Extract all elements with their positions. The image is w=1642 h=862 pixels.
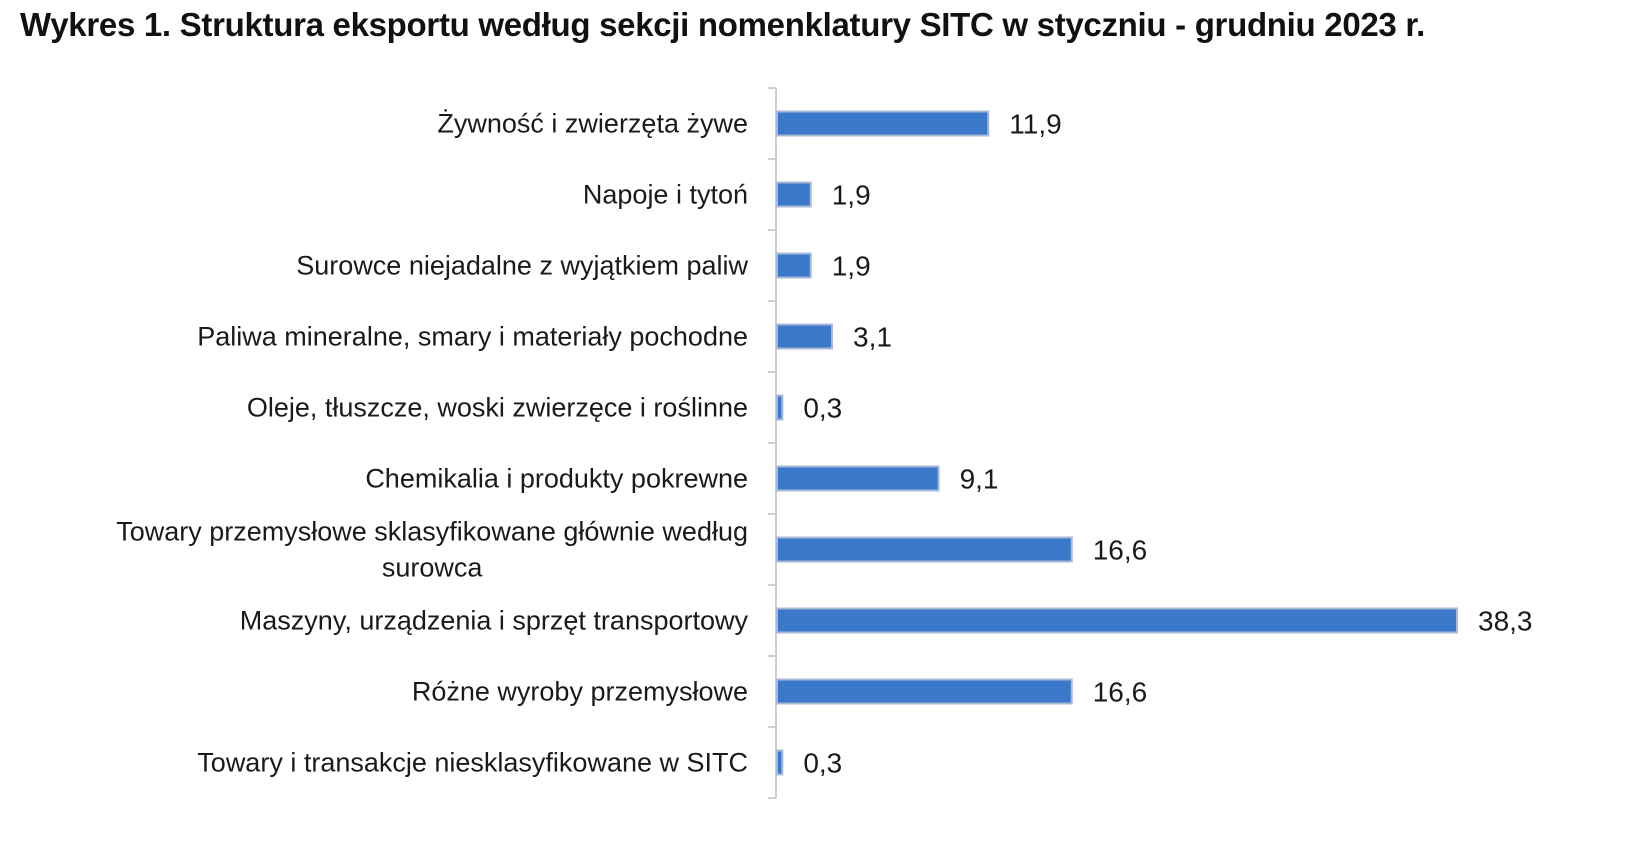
category-label: Żywność i zwierzęta żywe xyxy=(437,108,748,139)
category-label-line: Różne wyroby przemysłowe xyxy=(412,677,748,707)
data-label: 0,3 xyxy=(803,748,842,779)
category-label: Różne wyroby przemysłowe xyxy=(412,677,748,707)
bar xyxy=(776,394,784,421)
category-label-line: Towary i transakcje niesklasyfikowane w … xyxy=(197,748,748,778)
category-label: Paliwa mineralne, smary i materiały poch… xyxy=(197,322,748,352)
data-label: 16,6 xyxy=(1093,677,1148,708)
category-label-line: surowca xyxy=(382,553,484,583)
axis-layer xyxy=(768,87,777,799)
bars-layer xyxy=(776,110,1458,776)
category-label-line: Chemikalia i produkty pokrewne xyxy=(365,464,748,494)
data-label: 1,9 xyxy=(832,251,871,282)
chart-title: Wykres 1. Struktura eksportu według sekc… xyxy=(20,6,1425,43)
category-label: Towary i transakcje niesklasyfikowane w … xyxy=(197,748,748,778)
data-label: 38,3 xyxy=(1478,606,1533,637)
bar xyxy=(776,678,1073,705)
data-label: 16,6 xyxy=(1093,535,1148,566)
data-label: 1,9 xyxy=(832,180,871,211)
category-label-line: Oleje, tłuszcze, woski zwierzęce i rośli… xyxy=(247,393,748,423)
category-label: Towary przemysłowe sklasyfikowane główni… xyxy=(116,517,748,583)
category-label-line: Napoje i tytoń xyxy=(583,180,748,210)
bar xyxy=(776,252,812,279)
labels-layer: 11,9 Żywność i zwierzęta żywe 1,9 Napoje i … xyxy=(116,108,1532,779)
bar xyxy=(776,607,1458,634)
category-label-line: Żywność i zwierzęta żywe xyxy=(437,108,748,139)
category-label: Chemikalia i produkty pokrewne xyxy=(365,464,748,494)
bar xyxy=(776,465,940,492)
category-label-line: Surowce niejadalne z wyjątkiem paliw xyxy=(296,251,748,281)
bar xyxy=(776,536,1073,563)
category-label-line: Paliwa mineralne, smary i materiały poch… xyxy=(197,322,748,352)
category-label: Maszyny, urządzenia i sprzęt transportow… xyxy=(240,606,749,636)
category-label-line: Towary przemysłowe sklasyfikowane główni… xyxy=(116,517,748,547)
bar xyxy=(776,110,990,137)
bar xyxy=(776,323,834,350)
data-label: 11,9 xyxy=(1009,109,1061,140)
data-label: 0,3 xyxy=(803,393,842,424)
category-label-line: Maszyny, urządzenia i sprzęt transportow… xyxy=(240,606,749,636)
data-label: 9,1 xyxy=(960,464,999,495)
category-label: Oleje, tłuszcze, woski zwierzęce i rośli… xyxy=(247,393,748,423)
category-label: Surowce niejadalne z wyjątkiem paliw xyxy=(296,251,748,281)
category-label: Napoje i tytoń xyxy=(583,180,748,210)
bar xyxy=(776,181,812,208)
data-label: 3,1 xyxy=(853,322,892,353)
bar xyxy=(776,749,784,776)
